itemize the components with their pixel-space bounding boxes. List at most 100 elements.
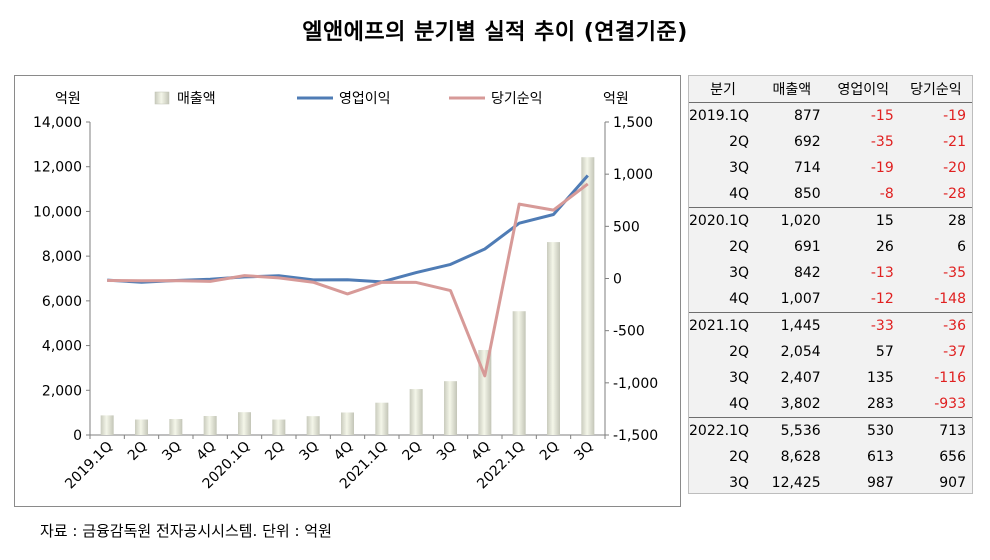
x-tick-label: 3Q (159, 439, 184, 464)
cell-revenue: 8,628 (780, 449, 821, 465)
x-tick-label: 4Q (331, 439, 356, 464)
page-title: 엘앤에프의 분기별 실적 추이 (연결기준) (302, 20, 688, 45)
cell-operating: -12 (870, 291, 894, 307)
cell-quarter: 2020.1Q (689, 207, 758, 234)
right-tick-label: 0 (613, 272, 622, 288)
left-tick-label: 12,000 (33, 160, 82, 176)
cell-operating: 283 (867, 396, 894, 412)
cell-net: -35 (943, 265, 966, 281)
table-row: 3Q 842 -13 -35 (689, 260, 972, 286)
cell-quarter: 3Q (729, 475, 750, 491)
bar-revenue (409, 389, 423, 435)
cell-revenue: 850 (793, 186, 821, 202)
table-row: 2Q 8,628 613 656 (689, 444, 972, 470)
cell-quarter: 4Q (729, 186, 750, 202)
cell-net: -21 (943, 134, 966, 150)
table-row: 4Q 3,802 283 -933 (689, 391, 972, 418)
cell-operating: 57 (875, 344, 894, 360)
cell-net: -116 (934, 370, 966, 386)
left-axis-unit: 억원 (55, 91, 81, 107)
cell-revenue: 877 (793, 108, 821, 124)
cell-operating: 15 (826, 207, 900, 234)
cell-revenue: 714 (793, 160, 821, 176)
cell-operating: -13 (870, 265, 894, 281)
cell-net: -36 (899, 312, 972, 339)
cell-net: -20 (943, 160, 966, 176)
x-tick-label: 2Q (400, 439, 425, 464)
cell-operating: 530 (826, 417, 900, 444)
cell-quarter: 2Q (729, 134, 750, 150)
right-tick-label: -1,000 (613, 376, 658, 392)
x-tick-label: 2Q (537, 439, 562, 464)
cell-quarter: 3Q (729, 160, 750, 176)
bar-revenue (272, 419, 286, 435)
x-tick-label: 3Q (571, 439, 596, 464)
cell-net: 656 (939, 449, 966, 465)
cell-quarter: 2019.1Q (689, 108, 750, 124)
cell-revenue: 691 (793, 239, 821, 255)
left-tick-label: 8,000 (42, 249, 82, 265)
table-row: 2Q 692 -35 -21 (689, 129, 972, 155)
cell-revenue: 842 (793, 265, 821, 281)
x-tick-label: 3Q (297, 439, 322, 464)
bar-revenue (581, 157, 595, 435)
cell-net: 28 (899, 207, 972, 234)
header-operating: 영업이익 (826, 76, 900, 103)
cell-operating: -19 (870, 160, 894, 176)
bar-revenue (169, 419, 183, 435)
cell-quarter: 2Q (729, 239, 750, 255)
x-tick-label: 4Q (194, 439, 219, 464)
bar-revenue (203, 415, 217, 435)
cell-operating: 613 (867, 449, 894, 465)
cell-quarter: 4Q (729, 291, 750, 307)
cell-net: -37 (943, 344, 966, 360)
cell-net: 907 (939, 475, 966, 491)
x-tick-label: 2Q (262, 439, 287, 464)
data-table: 분기 매출액 영업이익 당기순익 2019.1Q 877 -15 -19 2Q 692 -3… (689, 76, 972, 496)
bar-revenue (512, 311, 526, 435)
table-row: 2019.1Q 877 -15 -19 (689, 103, 972, 130)
cell-revenue: 1,020 (757, 207, 827, 234)
line-net-income (107, 182, 589, 378)
header-revenue: 매출액 (757, 76, 827, 103)
cell-operating: -15 (870, 108, 894, 124)
bar-revenue (375, 402, 389, 435)
bar-revenue (341, 412, 354, 435)
cell-quarter: 3Q (729, 265, 750, 281)
cell-operating: 135 (867, 370, 894, 386)
cell-revenue: 1,007 (780, 291, 821, 307)
left-tick-label: 2,000 (42, 383, 82, 399)
table-row: 3Q 714 -19 -20 (689, 155, 972, 181)
cell-revenue: 5,536 (757, 417, 827, 444)
bar-revenue (100, 415, 114, 435)
cell-quarter: 2Q (729, 344, 750, 360)
header-net: 당기순익 (899, 76, 972, 103)
cell-net: 6 (957, 239, 966, 255)
cell-net: -933 (934, 396, 966, 412)
left-tick-label: 4,000 (42, 339, 82, 355)
table-row: 3Q 2,407 135 -116 (689, 365, 972, 391)
bar-revenue (444, 381, 457, 435)
bar-revenue (238, 412, 251, 435)
cell-revenue: 2,054 (780, 344, 821, 360)
x-tick-label: 3Q (434, 439, 459, 464)
x-tick-label: 2019.1Q (62, 439, 116, 493)
performance-chart: 매출액 영업이익 당기순익 0 2,000 4,000 6,000 8,000 10,000 1… (33, 91, 658, 493)
data-table-panel: 분기 매출액 영업이익 당기순익 2019.1Q 877 -15 -19 2Q 692 -3… (688, 75, 973, 494)
legend-swatch-revenue (154, 91, 170, 105)
cell-operating: 987 (867, 475, 894, 491)
right-tick-label: 500 (613, 219, 640, 235)
header-quarter: 분기 (689, 76, 758, 103)
right-axis-unit: 억원 (603, 91, 629, 107)
left-tick-label: 0 (73, 428, 82, 444)
left-tick-label: 6,000 (42, 294, 82, 310)
right-tick-label: -1,500 (613, 428, 658, 444)
chart-frame: 매출액 영업이익 당기순익 0 2,000 4,000 6,000 8,000 10,000 1… (14, 75, 681, 507)
right-tick-label: 1,000 (613, 167, 653, 183)
cell-revenue: 692 (793, 134, 821, 150)
table-row: 2Q 2,054 57 -37 (689, 339, 972, 365)
bar-revenue (306, 416, 320, 435)
bar-revenue (135, 419, 148, 435)
table-row: 3Q 12,425 987 907 (689, 470, 972, 496)
table-row: 2021.1Q 1,445 -33 -36 (689, 312, 972, 339)
